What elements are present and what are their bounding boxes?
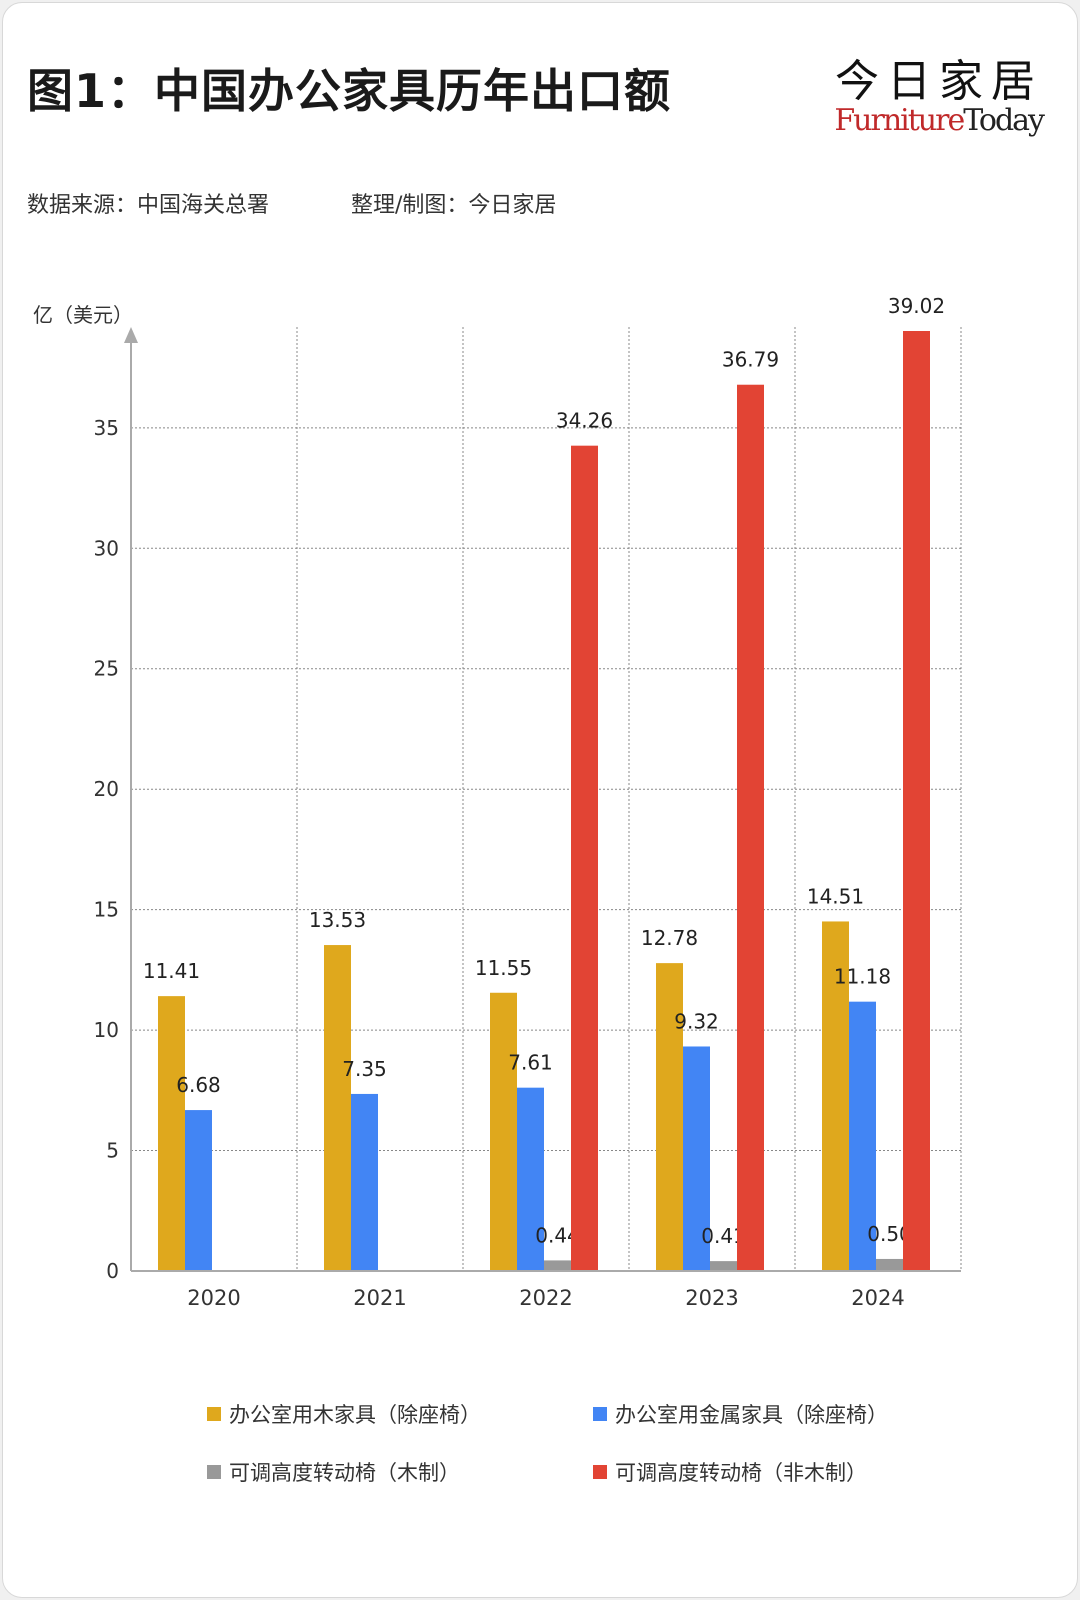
data-label: 14.51 bbox=[807, 884, 864, 908]
x-tick-label: 2021 bbox=[353, 1286, 406, 1310]
data-label: 11.55 bbox=[475, 956, 532, 980]
bar bbox=[876, 1258, 903, 1271]
x-tick-label: 2020 bbox=[187, 1286, 240, 1310]
data-label: 9.32 bbox=[674, 1009, 719, 1033]
y-tick-label: 30 bbox=[94, 536, 119, 560]
data-label: 6.68 bbox=[176, 1073, 221, 1097]
data-label: 34.26 bbox=[556, 409, 613, 433]
bar bbox=[490, 992, 517, 1271]
data-label: 7.61 bbox=[508, 1051, 553, 1075]
bar bbox=[656, 963, 683, 1271]
bar bbox=[710, 1261, 737, 1271]
x-tick-label: 2023 bbox=[685, 1286, 738, 1310]
data-label: 36.79 bbox=[722, 348, 779, 372]
x-tick-label: 2024 bbox=[851, 1286, 904, 1310]
bar bbox=[683, 1046, 710, 1271]
bar bbox=[158, 996, 185, 1271]
bar-chart: 0 5 10 15 20 25 30 35 11.41 6.68 2020 13.53 7.35 2021… bbox=[94, 294, 962, 1310]
data-label: 13.53 bbox=[309, 908, 366, 932]
bar bbox=[737, 384, 764, 1271]
bar bbox=[517, 1087, 544, 1271]
bar bbox=[849, 1001, 876, 1271]
y-axis-arrow bbox=[124, 327, 138, 343]
data-label: 11.41 bbox=[143, 959, 200, 983]
chart-title: 图1：中国办公家具历年出口额 bbox=[27, 64, 672, 118]
brand-logo-today: Today bbox=[963, 103, 1045, 138]
y-tick-label: 0 bbox=[106, 1259, 119, 1283]
y-tick-label: 35 bbox=[94, 416, 119, 440]
data-source: 数据来源：中国海关总署 bbox=[27, 193, 270, 218]
data-label: 39.02 bbox=[888, 294, 945, 318]
y-tick-label: 25 bbox=[94, 657, 119, 681]
bar bbox=[571, 445, 598, 1271]
bar bbox=[822, 921, 849, 1271]
brand-logo-chinese: 今日家居 bbox=[835, 56, 1043, 107]
data-label: 12.78 bbox=[641, 926, 698, 950]
bar bbox=[351, 1093, 378, 1271]
y-axis-unit-label: 亿（美元） bbox=[33, 303, 133, 327]
bar bbox=[324, 945, 351, 1271]
x-tick-label: 2022 bbox=[519, 1286, 572, 1310]
bar bbox=[903, 331, 930, 1271]
bar bbox=[185, 1110, 212, 1271]
data-label: 7.35 bbox=[342, 1057, 387, 1081]
brand-logo-english: FurnitureToday bbox=[834, 103, 1045, 138]
y-tick-label: 15 bbox=[94, 898, 119, 922]
chart-credit: 整理/制图：今日家居 bbox=[351, 193, 557, 218]
brand-logo-furniture: Furniture bbox=[834, 103, 965, 138]
y-tick-label: 5 bbox=[106, 1139, 119, 1163]
y-tick-label: 20 bbox=[94, 777, 119, 801]
bar bbox=[544, 1260, 571, 1271]
y-tick-label: 10 bbox=[94, 1018, 119, 1042]
data-label: 11.18 bbox=[834, 965, 891, 989]
